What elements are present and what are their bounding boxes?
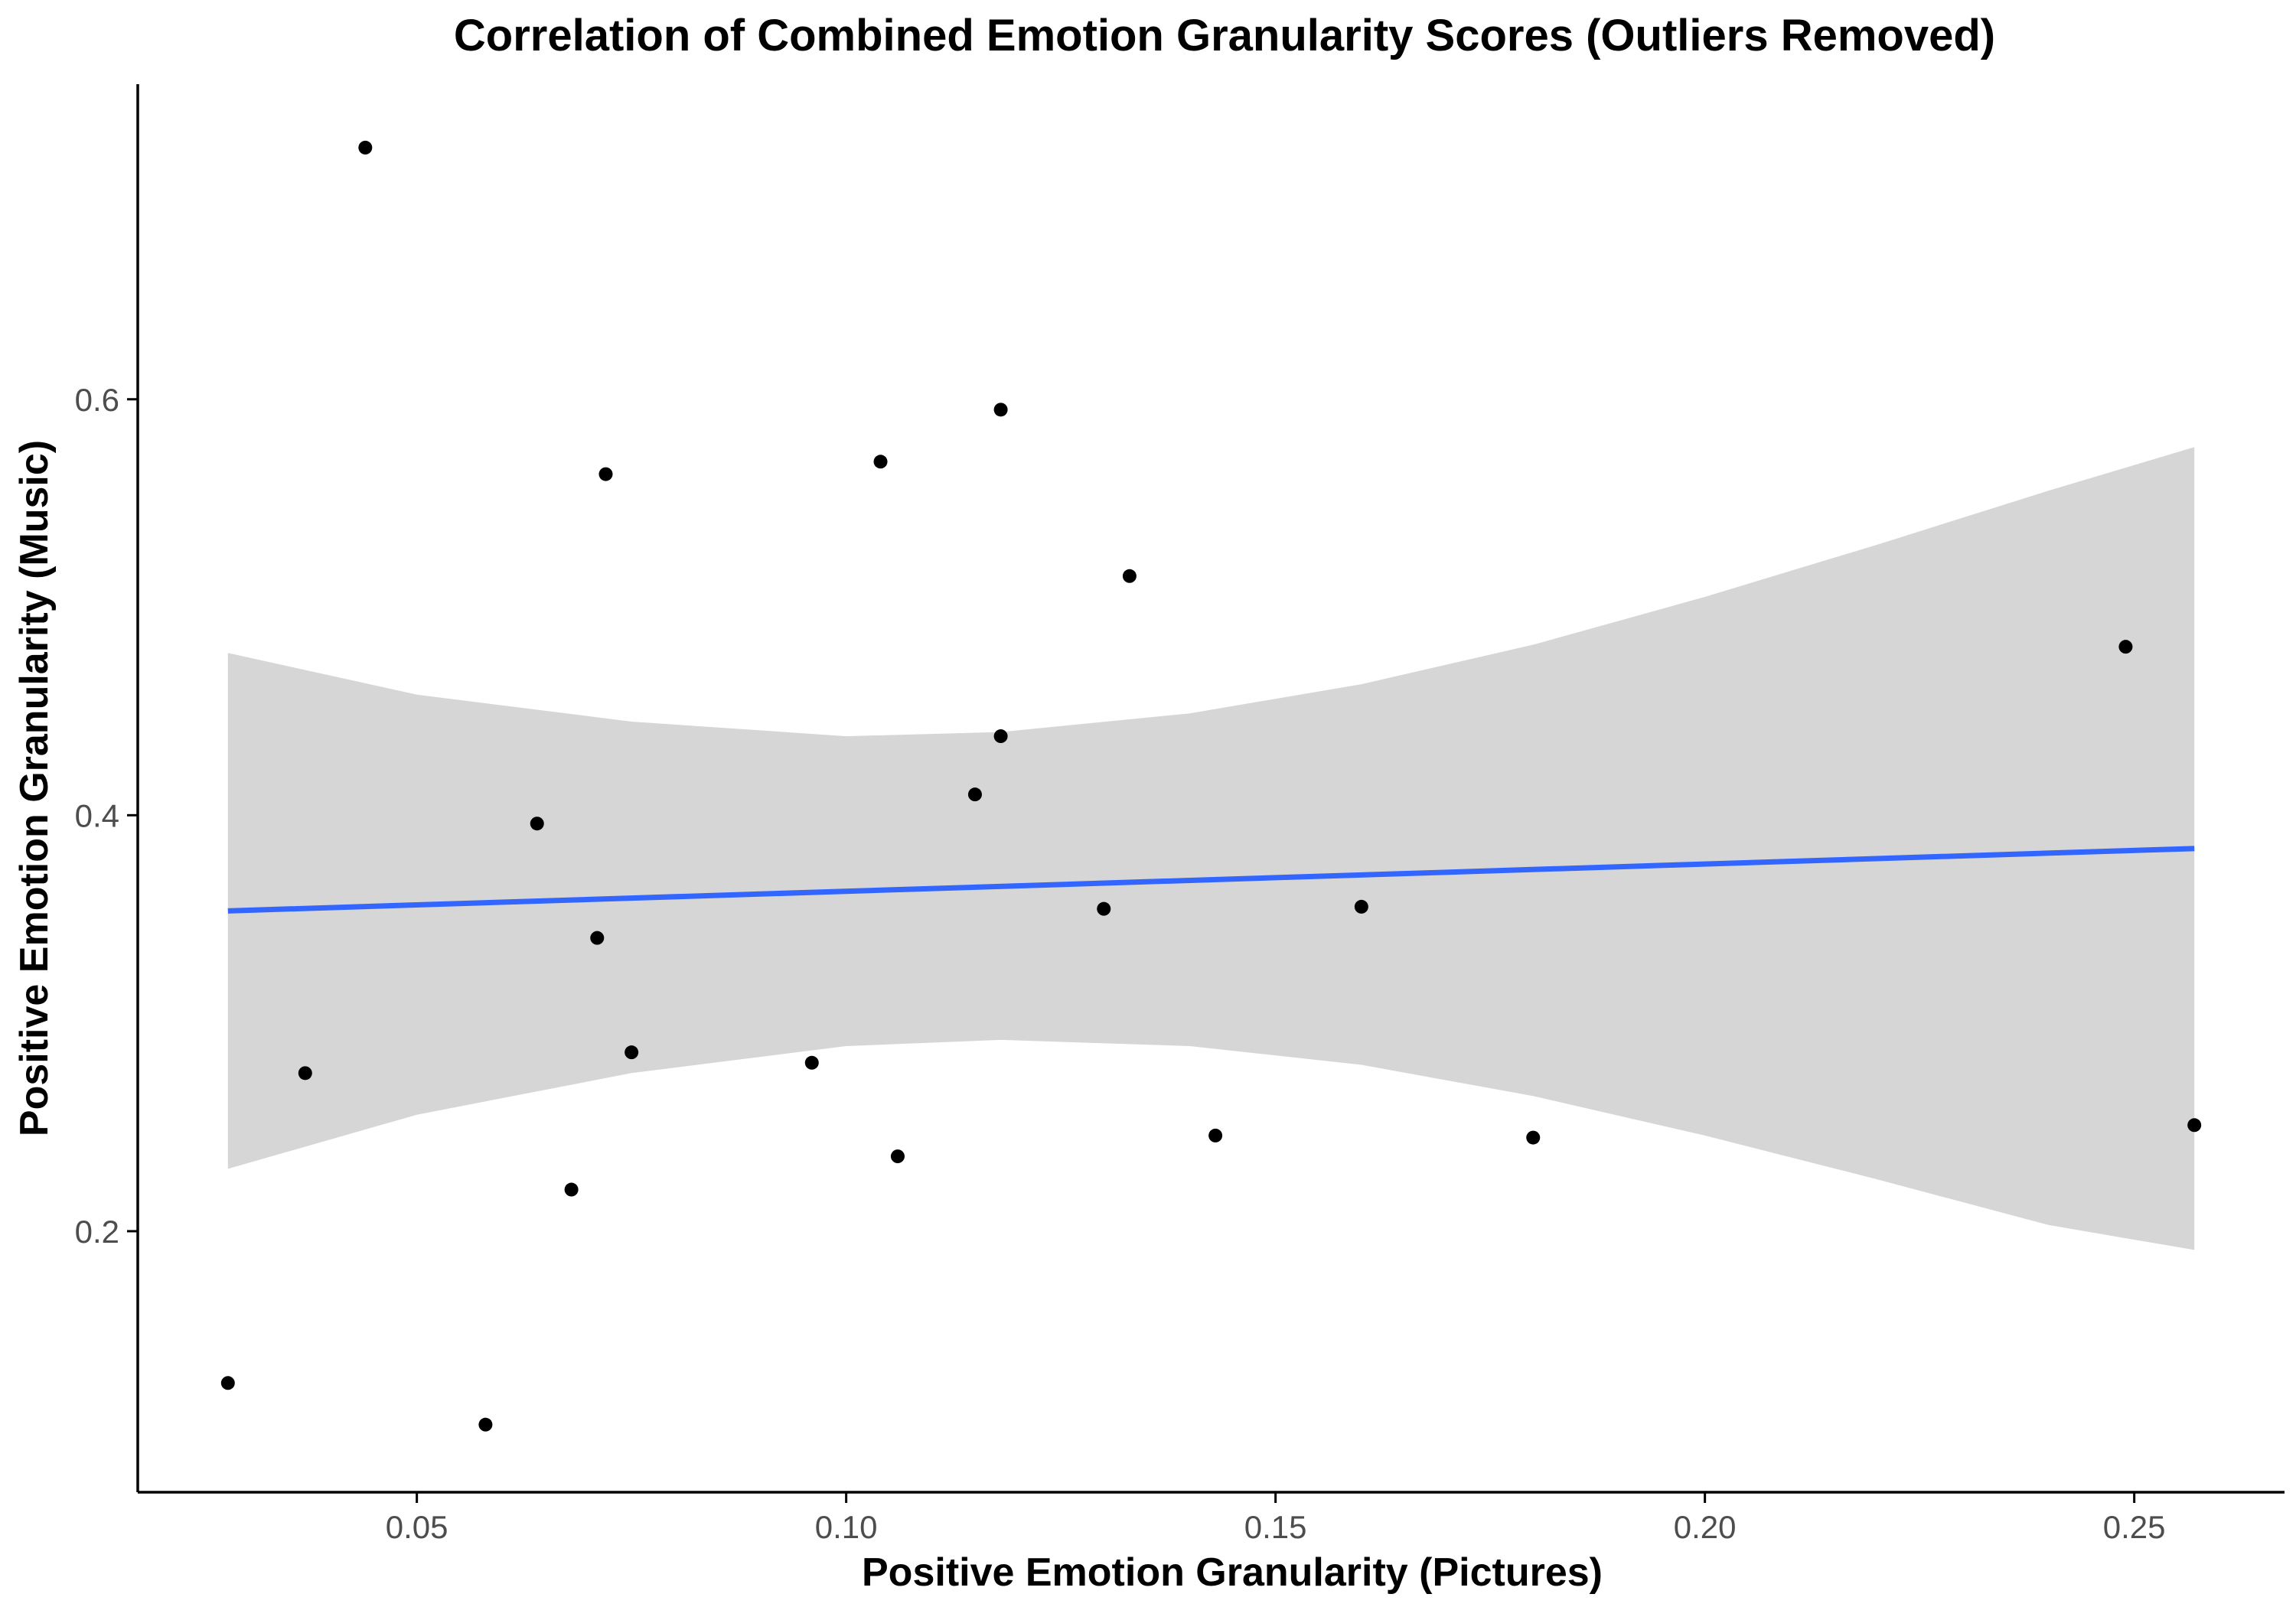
x-tick-label: 0.15 (1244, 1509, 1307, 1545)
fit-line-layer (227, 846, 2195, 914)
data-point (1208, 1128, 1223, 1143)
points-layer (220, 140, 2202, 1432)
data-point (2118, 640, 2133, 654)
confidence-band-layer (227, 447, 2195, 1250)
data-point (890, 1149, 905, 1164)
y-tick-label: 0.4 (75, 797, 119, 833)
y-tick-label: 0.6 (75, 382, 119, 418)
x-ticks: 0.05 0.10 0.15 0.20 0.25 (386, 1492, 2166, 1545)
data-point (590, 931, 605, 945)
data-point (1354, 899, 1368, 914)
x-tick-label: 0.05 (386, 1509, 448, 1545)
regression-line (227, 846, 2195, 914)
x-tick-label: 0.25 (2103, 1509, 2166, 1545)
chart-title: Correlation of Combined Emotion Granular… (454, 11, 1995, 60)
data-point (530, 817, 544, 831)
data-point (993, 729, 1008, 744)
data-point (1122, 569, 1137, 583)
data-point (1526, 1130, 1541, 1145)
data-point (358, 140, 373, 155)
data-point (220, 1376, 235, 1390)
y-axis-title: Positive Emotion Granularity (Music) (12, 440, 57, 1136)
confidence-band (227, 447, 2195, 1250)
axes-layer (136, 84, 2285, 1494)
x-axis-title: Positive Emotion Granularity (Pictures) (862, 1550, 1603, 1595)
data-point (873, 455, 888, 469)
y-tick-label: 0.2 (75, 1214, 119, 1250)
x-tick-label: 0.20 (1674, 1509, 1737, 1545)
data-point (625, 1045, 639, 1060)
data-point (993, 403, 1008, 417)
data-point (804, 1055, 819, 1070)
data-point (564, 1182, 579, 1197)
data-point (967, 787, 982, 802)
data-point (2187, 1118, 2202, 1133)
data-point (298, 1066, 312, 1081)
data-point (598, 467, 613, 481)
x-tick-label: 0.10 (815, 1509, 878, 1545)
data-point (1097, 901, 1111, 916)
data-point (478, 1417, 493, 1432)
y-ticks: 0.2 0.4 0.6 (75, 382, 138, 1250)
